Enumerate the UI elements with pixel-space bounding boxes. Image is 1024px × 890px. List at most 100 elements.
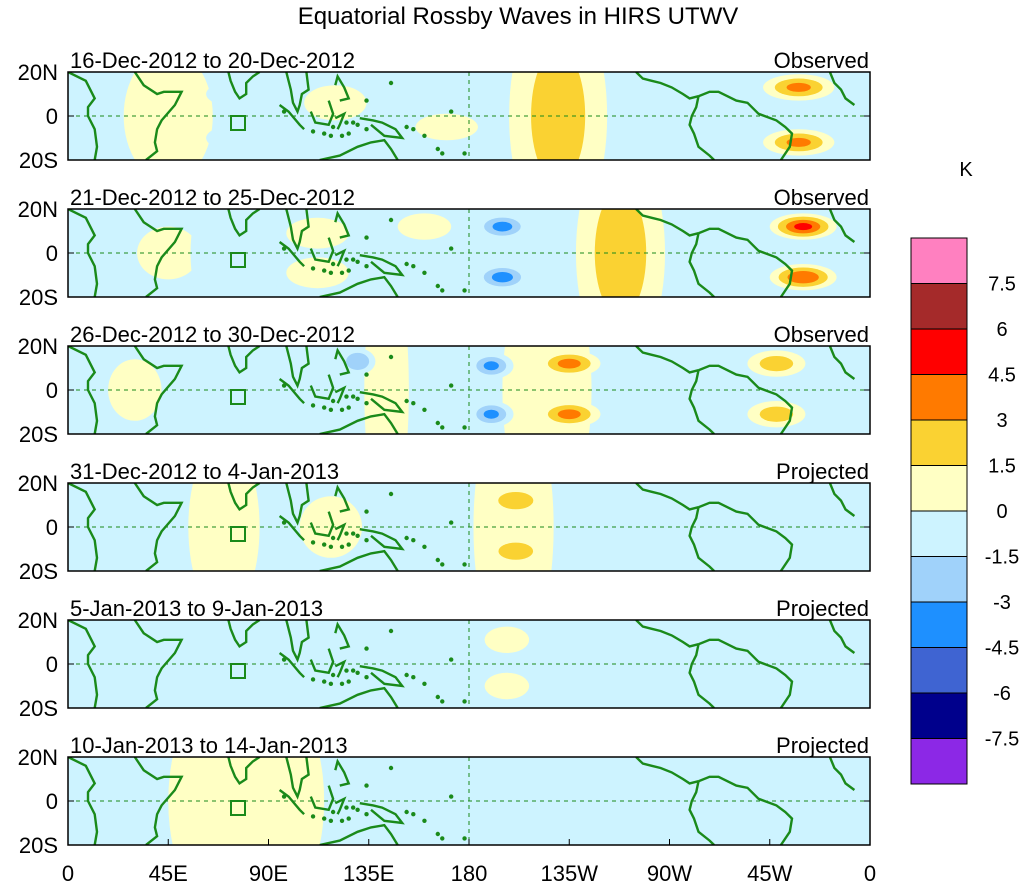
coastline bbox=[359, 391, 405, 414]
coastline bbox=[285, 72, 310, 115]
coastline bbox=[278, 515, 305, 542]
colorbar-level-label: -3 bbox=[993, 592, 1011, 614]
island bbox=[364, 783, 369, 788]
anomaly-blob bbox=[538, 401, 601, 428]
island bbox=[339, 544, 345, 549]
coastline bbox=[278, 378, 305, 405]
coastline bbox=[635, 483, 699, 511]
island bbox=[344, 805, 349, 810]
island bbox=[440, 288, 445, 293]
colorbar-level-label: -7.5 bbox=[985, 729, 1019, 751]
island bbox=[330, 398, 336, 404]
y-tick-label: 0 bbox=[46, 241, 58, 266]
y-tick-label: 20N bbox=[18, 334, 58, 359]
coastline bbox=[688, 643, 715, 708]
colorbar-swatch bbox=[910, 283, 968, 330]
y-tick-label: 20N bbox=[18, 197, 58, 222]
x-axis: 0 45E 90E 135E 180 135W 90W 45W 0 bbox=[62, 839, 876, 886]
coastline bbox=[309, 237, 335, 264]
island bbox=[330, 809, 336, 815]
chart-title: Equatorial Rossby Waves in HIRS UTWV bbox=[298, 3, 739, 30]
anomaly-blob bbox=[489, 487, 543, 514]
coastline bbox=[309, 511, 335, 538]
coastline bbox=[828, 209, 856, 243]
coastline bbox=[319, 412, 399, 434]
island bbox=[355, 670, 360, 675]
panel-kind-label: Projected bbox=[776, 596, 869, 621]
island bbox=[281, 246, 287, 251]
anomaly-blob bbox=[206, 122, 296, 154]
coastline bbox=[359, 802, 405, 825]
coastline bbox=[68, 209, 99, 297]
contour-band bbox=[137, 226, 200, 280]
island bbox=[411, 675, 416, 680]
coastline bbox=[227, 72, 261, 101]
contour-band bbox=[174, 394, 273, 430]
island bbox=[344, 257, 349, 262]
island bbox=[321, 405, 327, 410]
colorbar-level-label: -4.5 bbox=[985, 638, 1019, 660]
contour-band bbox=[346, 352, 370, 370]
island bbox=[422, 544, 427, 549]
panel-kind-label: Projected bbox=[776, 733, 869, 758]
island bbox=[355, 533, 360, 538]
island bbox=[422, 818, 427, 823]
contour-band bbox=[304, 85, 367, 121]
y-tick-label: 0 bbox=[46, 104, 58, 129]
x-tick-label: 135E bbox=[343, 861, 394, 886]
colorbar-swatch bbox=[910, 601, 968, 648]
coastlines bbox=[68, 620, 856, 708]
coastline bbox=[334, 73, 351, 102]
anomaly-blob bbox=[123, 72, 213, 160]
island bbox=[344, 668, 349, 673]
island bbox=[339, 818, 345, 823]
island bbox=[281, 794, 287, 799]
anomaly-blob bbox=[174, 394, 273, 430]
panel-kind-label: Observed bbox=[774, 185, 869, 210]
island bbox=[404, 672, 409, 678]
island bbox=[355, 396, 360, 401]
island bbox=[330, 124, 336, 130]
colorbar-swatch bbox=[910, 738, 968, 785]
contour-band bbox=[206, 78, 296, 110]
island bbox=[422, 681, 427, 686]
colorbar-level-label: 0 bbox=[996, 501, 1007, 523]
island bbox=[330, 261, 336, 267]
panel-kind-label: Projected bbox=[776, 459, 869, 484]
island bbox=[364, 98, 369, 103]
anomaly-blob bbox=[397, 213, 452, 240]
island bbox=[448, 794, 454, 799]
island bbox=[404, 261, 409, 267]
contour-band bbox=[483, 361, 499, 371]
y-tick-label: 20S bbox=[19, 148, 58, 173]
island bbox=[462, 425, 467, 430]
island bbox=[328, 681, 334, 686]
island bbox=[346, 816, 351, 821]
colorbar-level-label: 4.5 bbox=[988, 365, 1016, 387]
y-tick-label: 20S bbox=[19, 833, 58, 858]
y-tick-label: 0 bbox=[46, 378, 58, 403]
contour-band bbox=[794, 223, 813, 231]
island bbox=[422, 133, 427, 138]
contour-band bbox=[786, 82, 811, 92]
island bbox=[364, 675, 369, 680]
island bbox=[411, 264, 416, 269]
island bbox=[435, 694, 441, 700]
panel-period-label: 31-Dec-2012 to 4-Jan-2013 bbox=[70, 459, 339, 484]
colorbar-swatch bbox=[910, 692, 968, 739]
island bbox=[448, 657, 454, 662]
x-tick-label: 0 bbox=[864, 861, 876, 886]
island bbox=[346, 542, 351, 547]
coastline bbox=[698, 501, 794, 571]
coastline bbox=[334, 522, 347, 541]
coastline bbox=[334, 758, 351, 787]
contour-band bbox=[286, 217, 349, 249]
island bbox=[328, 407, 334, 412]
panel-1: 20N 0 20S 16-Dec-2012 to 20-Dec-2012 Observe… bbox=[18, 48, 871, 173]
colorbar-level-label: 1.5 bbox=[988, 456, 1016, 478]
colorbar-swatch bbox=[910, 374, 968, 421]
coastline bbox=[285, 209, 310, 252]
island bbox=[310, 540, 316, 545]
x-tick-label: 90W bbox=[647, 861, 692, 886]
